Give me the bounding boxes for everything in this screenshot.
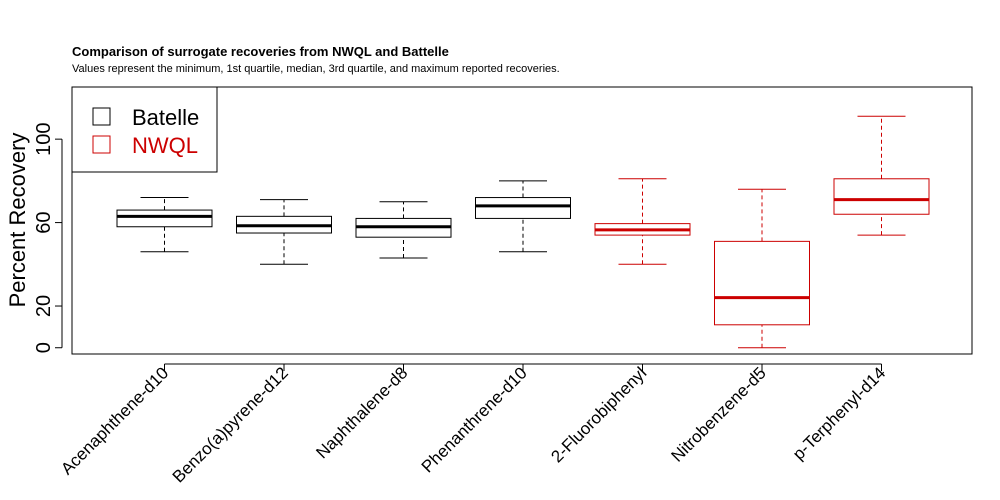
y-tick-label: 0 — [33, 342, 55, 353]
chart-title: Comparison of surrogate recoveries from … — [72, 44, 449, 59]
y-tick-label: 20 — [33, 295, 55, 317]
x-tick-label: 2-Fluorobiphenyl — [547, 363, 650, 466]
y-tick-label: 100 — [33, 122, 55, 155]
box-3 — [355, 201, 452, 259]
x-tick-label: p-Terphenyl-d14 — [789, 363, 889, 463]
iqr-box — [116, 209, 213, 228]
x-tick-label: Acenaphthene-d10 — [57, 363, 172, 478]
iqr-box — [714, 240, 810, 326]
legend-label: Batelle — [132, 105, 199, 130]
box-7 — [833, 115, 930, 236]
y-tick-label: 60 — [33, 211, 55, 233]
iqr-box — [475, 197, 571, 219]
box-4 — [475, 180, 571, 253]
x-tick-label: Naphthalene-d8 — [312, 363, 411, 462]
legend-label: NWQL — [132, 133, 198, 158]
box-1 — [116, 197, 213, 253]
iqr-box — [833, 178, 930, 215]
x-tick-label: Phenanthrene-d10 — [418, 363, 531, 476]
box-5 — [594, 178, 691, 265]
plot-frame — [71, 86, 973, 355]
box-2 — [236, 199, 332, 265]
x-tick-label: Benzo(a)pyrene-d12 — [169, 363, 292, 486]
legend-swatch — [92, 107, 111, 126]
chart-subtitle: Values represent the minimum, 1st quarti… — [72, 63, 560, 75]
legend-box — [71, 86, 218, 173]
x-tick-label: Nitrobenzene-d5 — [668, 363, 770, 465]
box-6 — [714, 188, 810, 349]
legend-swatch — [92, 135, 111, 154]
y-axis-label: Percent Recovery — [5, 133, 30, 308]
